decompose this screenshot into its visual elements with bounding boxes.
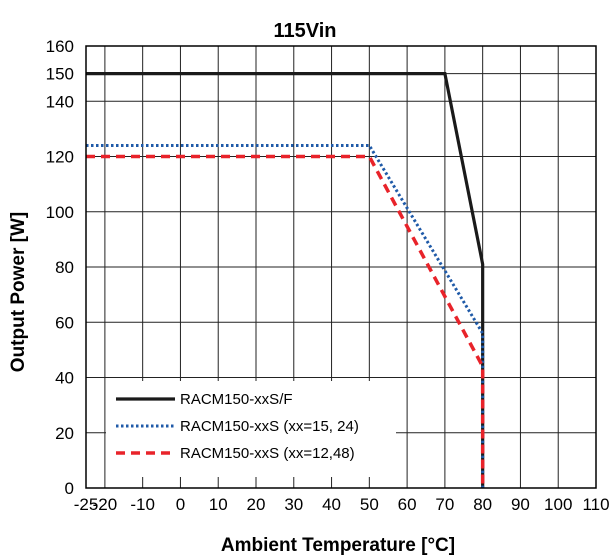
x-tick-label: 100 bbox=[544, 495, 572, 514]
x-tick-label: -25 bbox=[74, 495, 99, 514]
y-tick-label: 150 bbox=[46, 65, 74, 84]
x-tick-label: 70 bbox=[435, 495, 454, 514]
x-tick-label: 0 bbox=[176, 495, 185, 514]
legend: RACM150-xxS/F RACM150-xxS (xx=15, 24) RACM… bbox=[106, 381, 396, 477]
x-tick-label: -10 bbox=[130, 495, 155, 514]
y-tick-label: 20 bbox=[55, 424, 74, 443]
x-tick-label: 60 bbox=[398, 495, 417, 514]
y-tick-label: 40 bbox=[55, 369, 74, 388]
series-line-3 bbox=[86, 154, 485, 488]
y-tick-label: 0 bbox=[65, 479, 74, 498]
x-tick-label: 10 bbox=[209, 495, 228, 514]
y-tick-label: 140 bbox=[46, 92, 74, 111]
chart-title: 115Vin bbox=[273, 20, 336, 42]
y-tick-labels: 0 20 40 60 80 100 120 140 150 160 bbox=[46, 37, 74, 498]
x-tick-label: 90 bbox=[511, 495, 530, 514]
x-tick-label: 20 bbox=[247, 495, 266, 514]
y-tick-label: 60 bbox=[55, 313, 74, 332]
y-tick-label: 160 bbox=[46, 37, 74, 56]
legend-label-1: RACM150-xxS/F bbox=[180, 391, 293, 408]
x-tick-label: 40 bbox=[322, 495, 341, 514]
x-tick-label: 110 bbox=[582, 495, 609, 514]
y-tick-label: 120 bbox=[46, 148, 74, 167]
x-tick-label: 30 bbox=[284, 495, 303, 514]
legend-label-2: RACM150-xxS (xx=15, 24) bbox=[180, 418, 359, 435]
legend-box bbox=[106, 381, 396, 477]
plot-frame bbox=[85, 45, 597, 489]
y-tick-label: 80 bbox=[55, 258, 74, 277]
y-tick-label: 100 bbox=[46, 203, 74, 222]
x-tick-labels: -25-20 -10 0 10 20 30 40 50 60 70 80 90 100 110 bbox=[74, 495, 610, 514]
x-tick-label: -20 bbox=[93, 495, 118, 514]
legend-label-3: RACM150-xxS (xx=12,48) bbox=[180, 445, 355, 462]
series-lines bbox=[86, 72, 485, 488]
x-axis-label: Ambient Temperature [°C] bbox=[221, 535, 455, 556]
x-tick-label: 80 bbox=[473, 495, 492, 514]
y-axis-label: Output Power [W] bbox=[8, 212, 29, 372]
x-tick-label: 50 bbox=[360, 495, 379, 514]
series-line-2 bbox=[86, 143, 485, 488]
